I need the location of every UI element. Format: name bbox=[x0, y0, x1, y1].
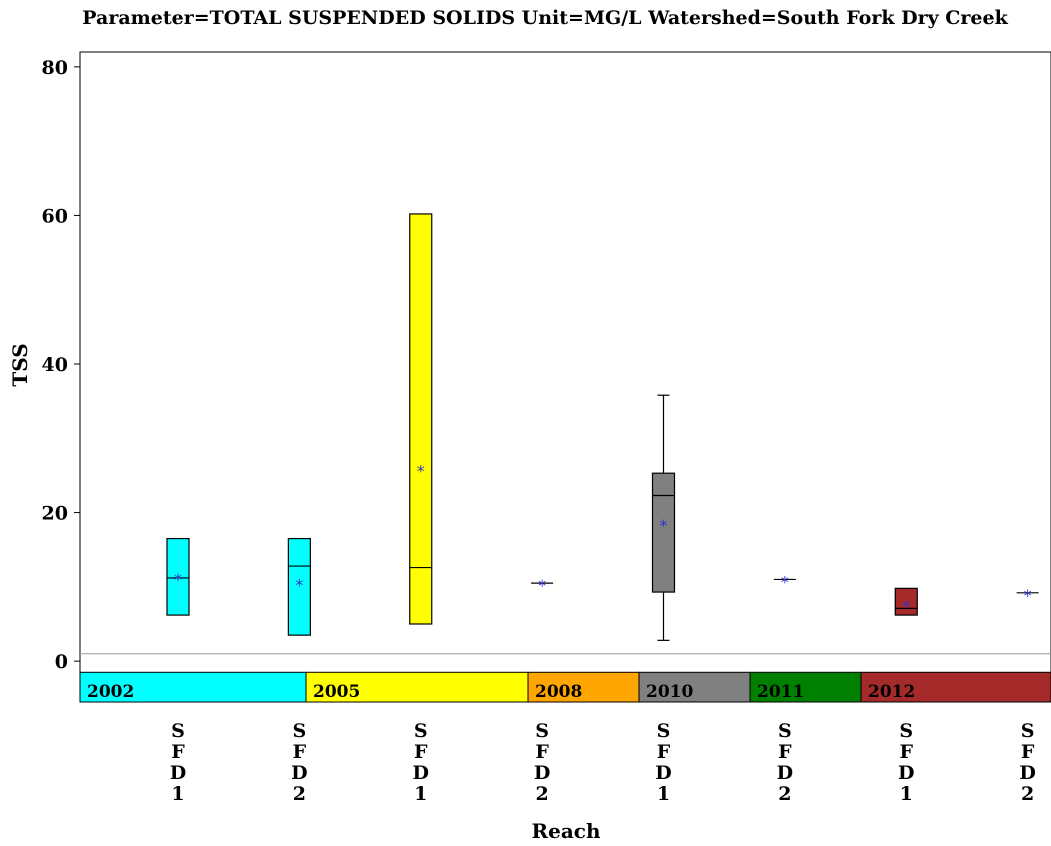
year-band-label: 2012 bbox=[868, 682, 915, 702]
box-mean-marker: * bbox=[295, 575, 303, 594]
year-band-2008 bbox=[527, 671, 640, 703]
box-2011-SFD1: * bbox=[894, 587, 918, 616]
y-tick-label: 80 bbox=[42, 57, 68, 79]
box-2010-SFD1: * bbox=[651, 394, 676, 641]
box-2005-SFD2: * bbox=[531, 576, 554, 595]
y-tick-label: 0 bbox=[55, 651, 68, 673]
box-iqr bbox=[409, 213, 433, 625]
year-band-label: 2010 bbox=[646, 682, 693, 702]
box-2002-SFD1: * bbox=[166, 537, 190, 616]
year-band-label: 2011 bbox=[757, 682, 804, 702]
x-axis-label: Reach bbox=[531, 819, 600, 843]
y-tick-label: 20 bbox=[42, 503, 68, 525]
year-bands-group: 2002 2005 2008 2010 2011 2012 bbox=[79, 671, 1051, 703]
box-2012-SFD2: * bbox=[1016, 586, 1039, 605]
year-band-2011 bbox=[749, 671, 862, 703]
year-band-2002 bbox=[79, 671, 307, 703]
box-iqr bbox=[166, 537, 190, 616]
y-tick-label: 40 bbox=[42, 354, 68, 376]
chart-title: Parameter=TOTAL SUSPENDED SOLIDS Unit=MG… bbox=[82, 7, 1008, 29]
x-category-labels: S F D 1 S F D 2 S F D 1 S F D 2 S F D 1 S F D 2 S F D 1 S F D 2 bbox=[170, 720, 1036, 805]
box-2005-SFD1: * bbox=[409, 213, 433, 625]
y-axis: 0 20 40 60 80 bbox=[42, 57, 80, 673]
box-2002-SFD2: * bbox=[287, 537, 311, 636]
y-axis-label: TSS bbox=[8, 343, 32, 386]
year-band-label: 2002 bbox=[87, 682, 134, 702]
year-band-label: 2005 bbox=[313, 682, 360, 702]
box-mean-marker: * bbox=[417, 462, 425, 481]
box-mean-marker: * bbox=[1024, 586, 1032, 605]
box-2010-SFD2: * bbox=[773, 572, 796, 591]
year-band-2012 bbox=[860, 671, 1051, 703]
box-iqr bbox=[651, 472, 676, 593]
year-band-label: 2008 bbox=[535, 682, 582, 702]
box-iqr bbox=[287, 537, 311, 636]
box-mean-marker: * bbox=[174, 570, 182, 589]
y-tick-label: 60 bbox=[42, 205, 68, 227]
box-mean-marker: * bbox=[538, 576, 546, 595]
box-mean-marker: * bbox=[660, 516, 668, 535]
box-mean-marker: * bbox=[902, 597, 910, 616]
boxes-group: * * * * * * * * bbox=[166, 213, 1039, 641]
box-mean-marker: * bbox=[781, 572, 789, 591]
